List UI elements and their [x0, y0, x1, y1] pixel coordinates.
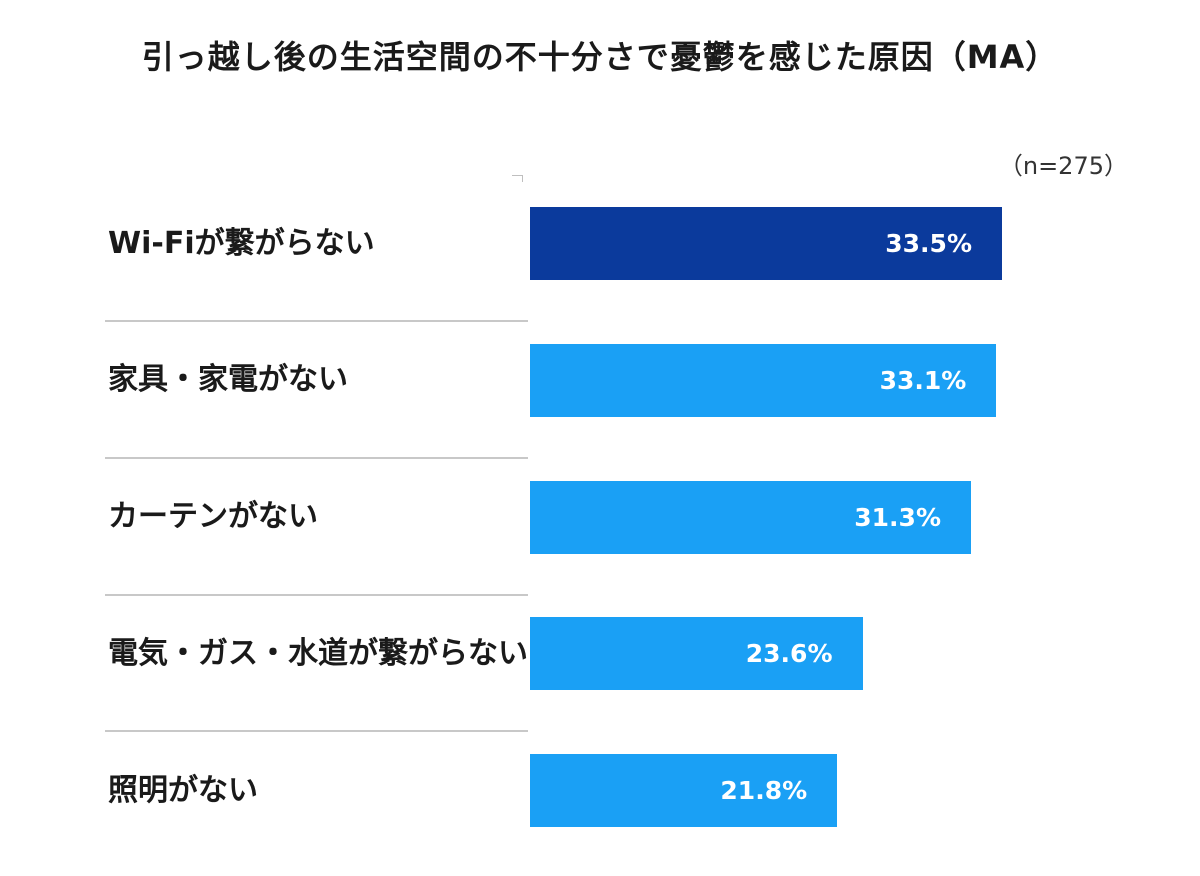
data-label: 21.8% — [720, 776, 808, 805]
category-label: Wi-Fiが繋がらない — [108, 225, 375, 261]
data-label: 33.5% — [885, 229, 972, 258]
data-label: 33.1% — [879, 365, 967, 395]
category-label: 照明がない — [108, 772, 258, 808]
sample-size-note: （n=275） — [998, 152, 1128, 180]
data-label: 23.6% — [745, 639, 833, 669]
row-separator — [105, 730, 528, 733]
data-label: 31.3% — [854, 502, 941, 532]
bar — [530, 754, 838, 827]
bar — [530, 343, 997, 417]
bar — [530, 617, 863, 691]
bar — [530, 207, 1002, 280]
category-label: カーテンがない — [108, 499, 318, 534]
category-label: 家具・家電がない — [108, 362, 348, 398]
row-separator — [105, 593, 528, 596]
bar — [530, 480, 971, 554]
row-separator — [105, 320, 528, 322]
row-separator — [105, 456, 528, 459]
chart-title: 引っ越し後の生活空間の不十分さで憂鬱を感じた原因（MA） — [141, 38, 1059, 76]
category-label: 電気・ガス・水道が繋がらない — [108, 635, 528, 671]
corner-mark — [512, 175, 523, 182]
